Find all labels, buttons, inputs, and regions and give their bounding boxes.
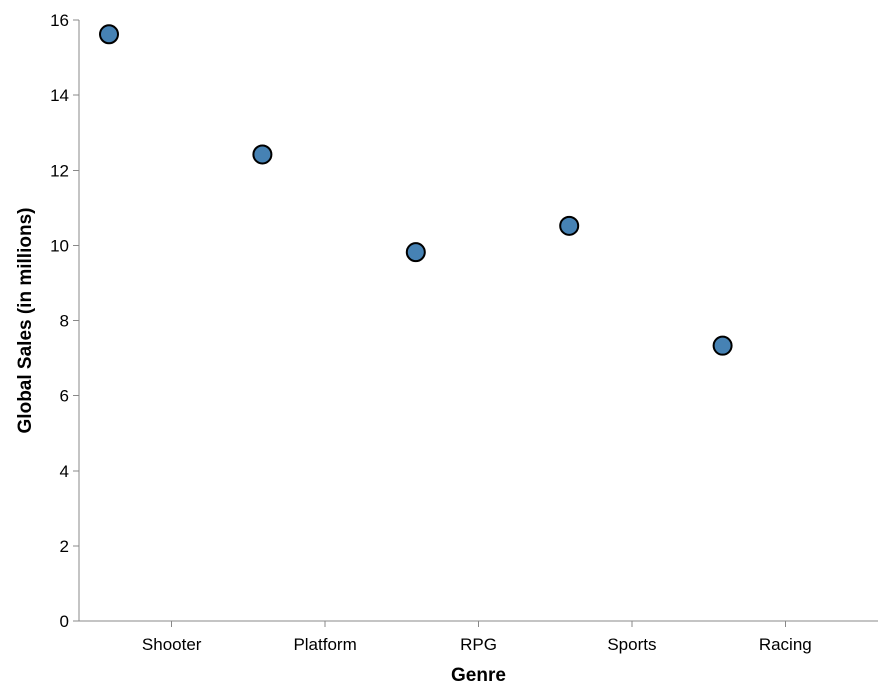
y-axis-title: Global Sales (in millions): [15, 208, 36, 434]
x-tick-label: Sports: [607, 635, 656, 654]
y-tick-label: 6: [60, 387, 69, 406]
y-tick-label: 4: [60, 462, 69, 481]
y-axis: 0 2 4 6 8 10 12 14 16: [50, 11, 80, 631]
data-point: [712, 335, 733, 356]
y-tick-label: 10: [50, 236, 69, 255]
data-point: [559, 215, 580, 236]
y-tick-label: 12: [50, 161, 69, 180]
y-tick-label: 2: [60, 537, 69, 556]
y-tick-label: 14: [50, 86, 69, 105]
y-tick-label: 8: [60, 312, 69, 331]
y-ticks: 0 2 4 6 8 10 12 14 16: [50, 11, 79, 631]
x-tick-label: Shooter: [142, 635, 202, 654]
x-axis-title: Genre: [451, 665, 506, 686]
x-axis: Shooter Platform RPG Sports Racing: [79, 620, 878, 654]
x-tick-label: RPG: [460, 635, 497, 654]
x-tick-label: Racing: [759, 635, 812, 654]
data-point: [99, 24, 119, 45]
y-tick-label: 16: [50, 11, 69, 30]
x-tick-label: Platform: [293, 635, 356, 654]
data-points: [99, 24, 733, 356]
y-tick-label: 0: [60, 612, 69, 631]
data-point: [252, 144, 273, 165]
x-ticks: Shooter Platform RPG Sports Racing: [142, 621, 812, 654]
data-point: [405, 242, 426, 263]
